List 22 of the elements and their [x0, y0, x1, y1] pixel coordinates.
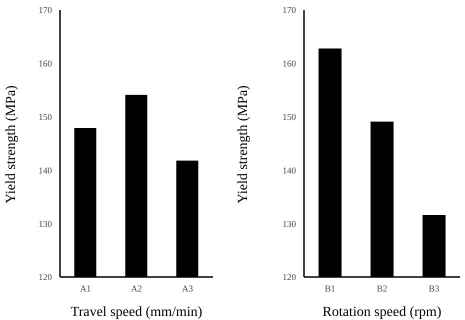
y-tick-label: 120 — [282, 272, 296, 282]
x-tick-label: A2 — [131, 283, 142, 294]
y-tick-label: 130 — [38, 218, 52, 229]
x-tick-label: B1 — [324, 283, 336, 294]
x-axis-title: Rotation speed (rpm) — [322, 305, 442, 320]
y-tick-label: 170 — [38, 5, 52, 16]
y-tick-label: 150 — [282, 112, 296, 122]
x-axis-title: Travel speed (mm/min) — [70, 305, 203, 320]
y-tick-label: 160 — [38, 58, 52, 69]
y-tick-label: 170 — [282, 5, 296, 16]
y-tick-label: 140 — [38, 165, 52, 176]
x-tick-label: A1 — [80, 283, 91, 294]
y-tick-label: 150 — [38, 112, 52, 122]
y-axis-title: Yield strength (MPa) — [236, 84, 251, 204]
y-tick-label: 140 — [282, 165, 296, 176]
x-tick-label: A3 — [182, 283, 194, 294]
y-tick-label: 160 — [282, 58, 296, 69]
y-tick-label: 130 — [282, 218, 296, 229]
y-tick-label: 120 — [38, 272, 52, 282]
x-tick-label: B3 — [428, 283, 440, 294]
y-axis-title: Yield strength (MPa) — [4, 84, 19, 204]
x-tick-label: B2 — [376, 283, 388, 294]
